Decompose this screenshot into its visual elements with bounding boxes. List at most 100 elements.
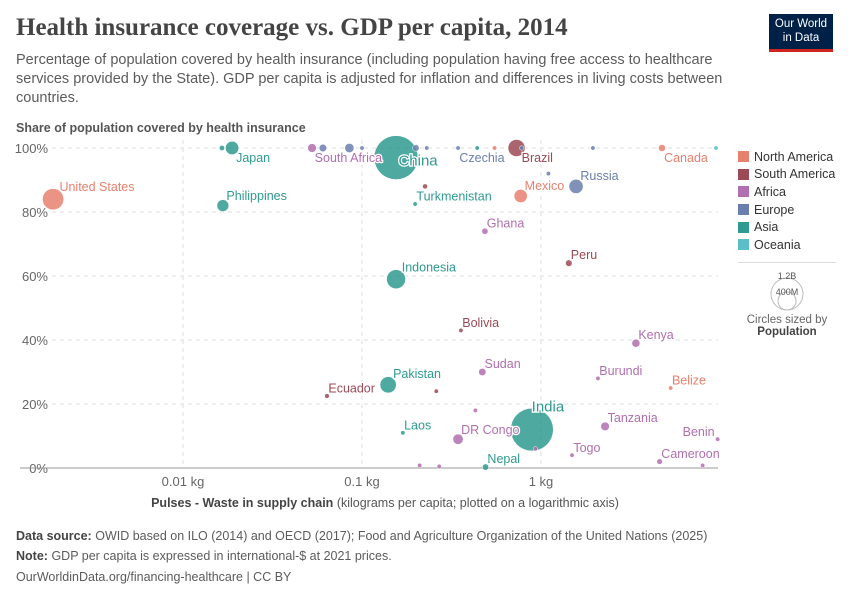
x-tick-label: 0.01 kg: [162, 474, 205, 489]
legend-item[interactable]: Europe: [738, 201, 835, 219]
source-url[interactable]: OurWorldinData.org/financing-healthcare …: [16, 570, 292, 584]
data-point-kenya[interactable]: [631, 338, 641, 348]
data-point[interactable]: [474, 145, 480, 151]
data-point[interactable]: [344, 143, 355, 153]
data-point[interactable]: [472, 407, 478, 413]
data-point[interactable]: [713, 145, 719, 151]
point-label: Peru: [571, 248, 597, 262]
size-legend: 1.2B 400M Circles sized by Population: [738, 262, 836, 338]
legend-swatch: [738, 151, 749, 163]
data-point[interactable]: [433, 388, 439, 394]
data-point-ghana[interactable]: [481, 227, 489, 235]
point-label: Kenya: [638, 328, 673, 342]
size-variable: Population: [757, 326, 817, 338]
legend-swatch: [738, 221, 749, 233]
legend-swatch: [738, 186, 749, 198]
data-point[interactable]: [359, 145, 365, 151]
data-point[interactable]: [219, 145, 225, 151]
point-label: Ecuador: [328, 382, 375, 396]
data-point-ecuador[interactable]: [324, 393, 330, 399]
data-point[interactable]: [318, 143, 327, 153]
data-point-benin[interactable]: [715, 436, 721, 442]
owid-logo[interactable]: Our World in Data: [769, 14, 833, 52]
point-label: Cameroon: [661, 447, 719, 461]
point-label: Mexico: [525, 179, 565, 193]
data-point[interactable]: [417, 462, 423, 468]
data-point[interactable]: [424, 145, 430, 151]
data-point[interactable]: [492, 145, 497, 151]
y-tick-label: 60%: [22, 269, 48, 284]
point-label: Tanzania: [608, 411, 658, 425]
data-point-japan[interactable]: [225, 141, 240, 155]
point-label: India: [532, 399, 565, 416]
data-point-dr-congo[interactable]: [452, 433, 464, 445]
x-axis-label-unit: (kilograms per capita; plotted on a loga…: [336, 496, 619, 510]
point-label: Turkmenistan: [416, 190, 491, 204]
x-tick-label: 0.1 kg: [344, 474, 379, 489]
data-point-peru[interactable]: [565, 259, 573, 267]
legend-swatch: [738, 168, 749, 180]
size-small-label: 400M: [776, 287, 799, 297]
legend-label: Oceania: [754, 237, 801, 252]
point-label: Laos: [404, 418, 431, 432]
data-point-brazil[interactable]: [507, 139, 526, 157]
logo-line2: in Data: [782, 32, 820, 44]
point-label: Japan: [236, 151, 270, 165]
legend-item[interactable]: Oceania: [738, 236, 835, 254]
data-point-belize[interactable]: [668, 385, 674, 391]
legend-item[interactable]: Asia: [738, 218, 835, 236]
data-point-united-states[interactable]: [42, 188, 64, 211]
data-point-tanzania[interactable]: [600, 421, 610, 431]
size-caption: Circles sized by: [746, 314, 828, 326]
data-point-mexico[interactable]: [513, 189, 528, 203]
point-label: Philippines: [226, 189, 286, 203]
legend-item[interactable]: South America: [738, 166, 835, 184]
legend-item[interactable]: North America: [738, 148, 835, 166]
data-point-india[interactable]: [510, 408, 554, 452]
data-point[interactable]: [436, 463, 442, 469]
data-source: Data source: OWID based on ILO (2014) an…: [16, 529, 707, 543]
point-label: Sudan: [485, 357, 521, 371]
y-tick-label: 100%: [15, 141, 49, 156]
legend-label: Africa: [754, 184, 786, 199]
legend-item[interactable]: Africa: [738, 183, 835, 201]
data-point-philippines[interactable]: [216, 199, 230, 212]
data-point[interactable]: [422, 183, 428, 190]
data-point[interactable]: [590, 145, 596, 151]
data-point-bolivia[interactable]: [458, 327, 464, 333]
data-point-russia[interactable]: [568, 179, 584, 194]
note-text: GDP per capita is expressed in internati…: [51, 549, 392, 563]
data-point-pakistan[interactable]: [379, 376, 397, 394]
point-label: South Africa: [315, 151, 382, 165]
note-label: Note:: [16, 549, 48, 563]
point-label: Indonesia: [402, 261, 456, 275]
data-point-china[interactable]: [373, 135, 419, 180]
data-point-south-africa[interactable]: [307, 143, 317, 153]
data-point[interactable]: [545, 171, 551, 177]
data-point[interactable]: [412, 144, 420, 152]
point-label: Canada: [664, 151, 708, 165]
data-point-canada[interactable]: [658, 144, 666, 152]
y-tick-label: 80%: [22, 205, 48, 220]
data-point[interactable]: [700, 462, 706, 468]
data-point-turkmenistan[interactable]: [412, 201, 418, 207]
data-point-sudan[interactable]: [478, 368, 487, 376]
data-point-nepal[interactable]: [482, 463, 489, 471]
point-label: Ghana: [487, 216, 525, 230]
legend-swatch: [738, 239, 749, 251]
data-point-czechia[interactable]: [455, 145, 461, 151]
data-point-burundi[interactable]: [595, 375, 601, 381]
point-label: China: [398, 153, 438, 170]
data-point[interactable]: [532, 446, 538, 452]
size-big-label: 1.2B: [778, 271, 797, 281]
data-point-indonesia[interactable]: [386, 269, 406, 289]
data-point-cameroon[interactable]: [656, 458, 663, 465]
chart-title: Health insurance coverage vs. GDP per ca…: [16, 14, 568, 41]
point-label: Benin: [683, 425, 715, 439]
point-label: DR Congo: [461, 423, 519, 437]
data-point-laos[interactable]: [400, 430, 406, 436]
point-label: United States: [59, 180, 134, 194]
data-point-togo[interactable]: [569, 452, 575, 458]
point-label: Togo: [573, 441, 600, 455]
data-point[interactable]: [519, 145, 525, 151]
